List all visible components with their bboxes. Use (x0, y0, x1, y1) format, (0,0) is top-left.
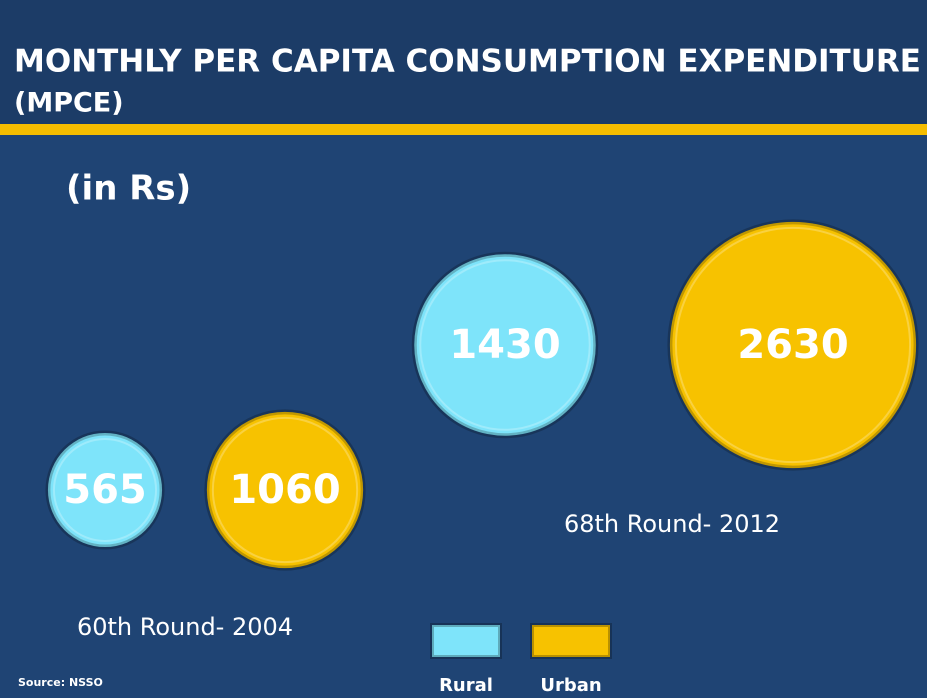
bubble-rim (674, 226, 912, 464)
bubble (411, 251, 599, 439)
unit-label: (in Rs) (66, 169, 191, 209)
bubble-rim (211, 416, 359, 564)
legend-label: Urban (540, 675, 601, 696)
category-label: 60th Round- 2004 (77, 613, 293, 641)
bubble (204, 409, 366, 571)
data-label: 2630 (737, 322, 848, 368)
data-label: 1430 (449, 322, 560, 368)
chart-subtitle: (MPCE) (14, 88, 124, 119)
header-band (0, 0, 927, 124)
header-rule (0, 124, 927, 135)
legend-label: Rural (439, 675, 493, 696)
bubble-rim (52, 437, 158, 543)
bubble-rim (419, 259, 591, 431)
data-label: 565 (63, 467, 147, 513)
legend-swatch (430, 623, 502, 659)
chart-title: MONTHLY PER CAPITA CONSUMPTION EXPENDITU… (14, 44, 921, 80)
category-label: 68th Round- 2012 (564, 510, 780, 538)
bubble (45, 430, 165, 550)
data-label: 1060 (229, 467, 340, 513)
bubble (667, 219, 919, 471)
legend-swatch (530, 623, 612, 659)
source: Source: NSSO (18, 676, 103, 689)
